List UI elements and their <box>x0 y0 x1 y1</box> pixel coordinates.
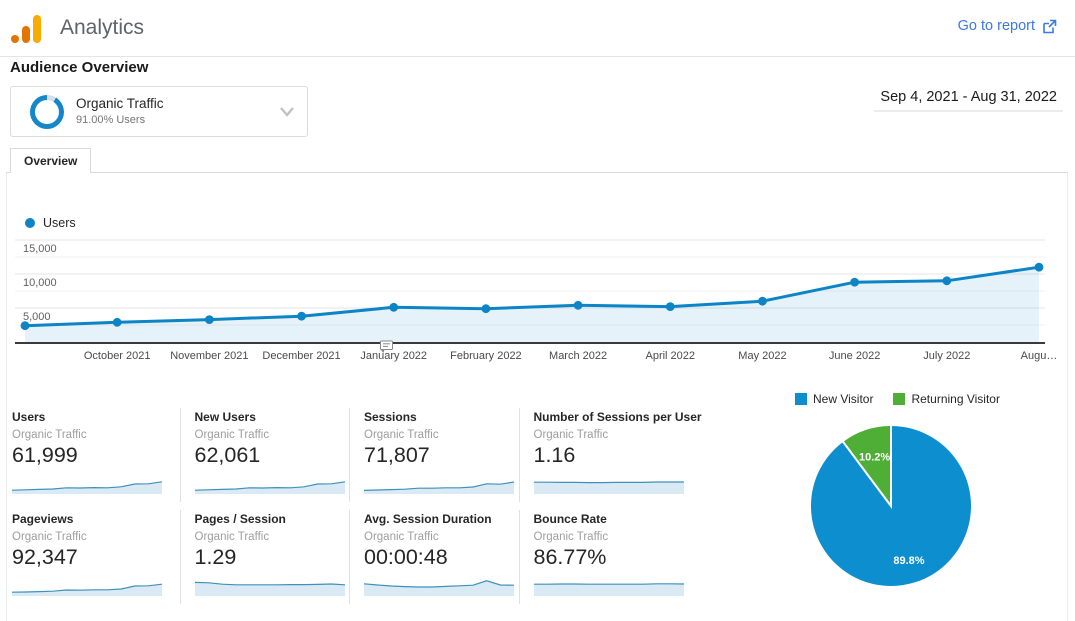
analytics-logo-icon <box>11 13 47 44</box>
app-header: Analytics Go to report <box>0 0 1075 57</box>
metric-segment: Organic Traffic <box>533 531 609 543</box>
metric-card-sessions-per-user[interactable]: Number of Sessions per User Organic Traf… <box>518 408 702 502</box>
metric-value: 71,807 <box>364 443 430 467</box>
segment-name: Organic Traffic <box>76 96 164 111</box>
svg-text:89.8%: 89.8% <box>893 555 924 567</box>
metric-segment: Organic Traffic <box>364 429 439 441</box>
metric-card-sessions[interactable]: Sessions Organic Traffic 71,807 <box>349 408 519 502</box>
app-name: Analytics <box>60 16 145 39</box>
tab-overview[interactable]: Overview <box>10 148 92 173</box>
y-axis-tick-label: 15,000 <box>23 243 57 255</box>
legend-square-blue-icon <box>795 393 807 405</box>
metric-value: 86.77% <box>533 545 607 569</box>
legend-square-green-icon <box>893 393 906 405</box>
metric-segment: Organic Traffic <box>12 531 87 543</box>
metric-card-users[interactable]: Users Organic Traffic 61,999 <box>10 408 180 502</box>
pie-legend-new-visitor: New Visitor <box>795 392 873 406</box>
go-to-report-label: Go to report <box>957 18 1035 34</box>
sparkline-sessions <box>364 481 514 494</box>
users-line-chart[interactable]: 5,000 10,000 15,000 October 2021 November 2… <box>15 234 1058 368</box>
segment-chip-organic-traffic[interactable]: Organic Traffic 91.00% Users <box>10 86 308 137</box>
sparkline-new-users <box>194 481 345 494</box>
metric-value: 61,999 <box>12 443 78 467</box>
visitor-type-pie-chart[interactable]: 89.8% 10.2% <box>805 420 977 592</box>
pie-legend-returning-visitor: Returning Visitor <box>893 392 1000 406</box>
logo-bar-short <box>22 26 30 43</box>
legend-dot-icon <box>25 218 35 228</box>
y-axis-tick-label: 10,000 <box>23 277 57 289</box>
metric-card-pages-per-session[interactable]: Pages / Session Organic Traffic 1.29 <box>179 510 350 604</box>
legend-series-label: Users <box>43 216 76 230</box>
metric-label: Sessions <box>364 410 417 424</box>
sparkline-pageviews <box>12 583 162 596</box>
metric-segment: Organic Traffic <box>364 531 439 543</box>
x-axis-tick-label: May 2022 <box>738 350 787 362</box>
sparkline-sessions-per-user <box>533 481 684 494</box>
x-axis-tick-label: April 2022 <box>645 350 696 362</box>
pie-legend-label: Returning Visitor <box>911 392 1000 406</box>
metric-value: 92,347 <box>12 545 78 569</box>
metric-row-1: Users Organic Traffic 61,999 New Users O… <box>10 408 702 502</box>
x-axis-tick-label: November 2021 <box>170 350 249 362</box>
metric-segment: Organic Traffic <box>194 531 270 543</box>
chart-legend-users: Users <box>25 216 76 230</box>
metric-label: Avg. Session Duration <box>364 512 492 526</box>
logo-bar-tall <box>33 15 41 43</box>
metric-value: 1.16 <box>533 443 576 467</box>
pie-legend: New Visitor Returning Visitor <box>788 392 1064 406</box>
date-range-selector[interactable]: Sep 4, 2021 - Aug 31, 2022 <box>874 87 1063 112</box>
x-axis-tick-label: February 2022 <box>450 350 522 362</box>
chevron-down-icon[interactable] <box>276 100 298 127</box>
sparkline-users <box>12 481 162 494</box>
metric-label: New Users <box>194 410 256 424</box>
metric-card-bounce-rate[interactable]: Bounce Rate Organic Traffic 86.77% <box>518 510 689 604</box>
go-to-report-link[interactable]: Go to report <box>958 18 1057 34</box>
x-axis-labels: October 2021 November 2021 December 2021 Ja… <box>15 348 1058 366</box>
pie-legend-label: New Visitor <box>813 392 874 406</box>
y-axis-tick-label: 5,000 <box>23 311 51 323</box>
x-axis-tick-label: December 2021 <box>262 350 341 362</box>
metric-row-2: Pageviews Organic Traffic 92,347 Pages /… <box>10 510 688 604</box>
x-axis-tick-label: January 2022 <box>360 350 428 362</box>
logo-dot <box>11 35 19 43</box>
metric-value: 00:00:48 <box>364 545 448 569</box>
segment-ring-icon <box>30 95 64 129</box>
x-axis-tick-label: Augu… <box>1020 350 1058 362</box>
metric-card-new-users[interactable]: New Users Organic Traffic 62,061 <box>179 408 350 502</box>
metric-label: Pageviews <box>12 512 74 526</box>
metric-label: Bounce Rate <box>533 512 607 526</box>
metric-value: 62,061 <box>194 443 261 467</box>
users-line-svg[interactable] <box>15 234 1045 348</box>
metric-card-pageviews[interactable]: Pageviews Organic Traffic 92,347 <box>10 510 180 604</box>
metric-label: Pages / Session <box>194 512 286 526</box>
svg-text:10.2%: 10.2% <box>859 452 890 464</box>
metric-card-avg-session-duration[interactable]: Avg. Session Duration Organic Traffic 00… <box>349 510 519 604</box>
metric-segment: Organic Traffic <box>533 429 609 441</box>
x-axis-tick-label: June 2022 <box>828 350 881 362</box>
page-title: Audience Overview <box>10 59 149 76</box>
metric-segment: Organic Traffic <box>194 429 270 441</box>
x-axis-tick-label: October 2021 <box>83 350 151 362</box>
segment-subtitle: 91.00% Users <box>76 114 146 126</box>
metric-value: 1.29 <box>194 545 237 569</box>
external-link-icon <box>1042 19 1057 34</box>
x-axis-tick-label: July 2022 <box>923 350 971 362</box>
metric-cards: Users Organic Traffic 61,999 New Users O… <box>10 408 702 604</box>
visitor-type-pie-block: New Visitor Returning Visitor 89.8% 10.2% <box>788 392 1064 592</box>
sparkline-pages-per-session <box>194 581 345 596</box>
sparkline-bounce-rate <box>533 583 684 596</box>
sparkline-avg-session-duration <box>364 580 514 596</box>
metric-label: Number of Sessions per User <box>533 410 702 424</box>
metric-segment: Organic Traffic <box>12 429 87 441</box>
metric-label: Users <box>12 410 46 424</box>
x-axis-tick-label: March 2022 <box>549 350 608 362</box>
mouse-cursor-artifact <box>377 340 395 359</box>
